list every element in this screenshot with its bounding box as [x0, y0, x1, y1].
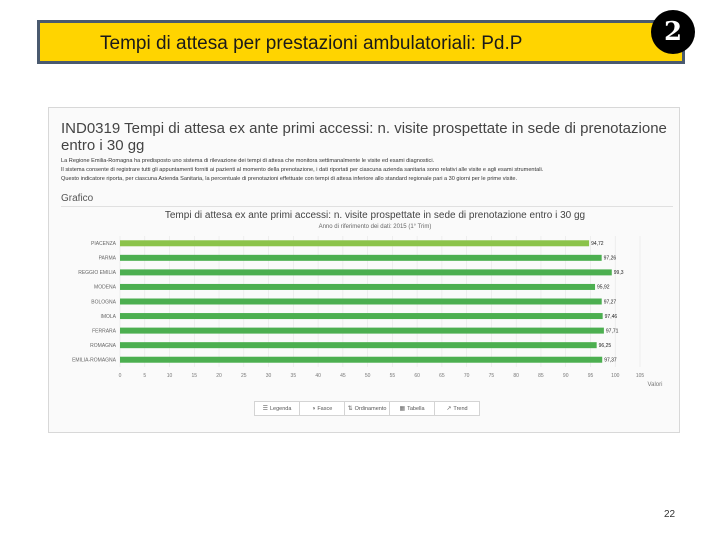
toolbar-bands-button[interactable]: ◑ Fasce: [300, 402, 345, 415]
toolbar-label: Tabella: [407, 405, 425, 412]
toolbar-sort-button[interactable]: ⇅ Ordinamento: [345, 402, 390, 415]
description-line: La Regione Emilia-Romagna ha predisposto…: [61, 158, 435, 164]
divider: [61, 206, 673, 207]
slide-title: Tempi di attesa per prestazioni ambulato…: [100, 33, 523, 54]
toolbar-label: Fasce: [317, 405, 333, 412]
toolbar-label: Trend: [453, 405, 468, 412]
toolbar-label: Ordinamento: [354, 405, 387, 412]
slide-badge: 2: [651, 10, 695, 54]
page-number: 22: [664, 509, 676, 520]
list-icon: ☰: [262, 406, 268, 412]
title-banner: Tempi di attesa per prestazioni ambulato…: [37, 20, 685, 64]
toolbar-table-button[interactable]: ▦ Tabella: [390, 402, 435, 415]
chart-toolbar: ☰ Legenda ◑ Fasce ⇅ Ordinamento ▦ Tabell…: [254, 401, 480, 416]
description-line: Questo indicatore riporta, per ciascuna …: [61, 176, 518, 182]
indicator-title: IND0319 Tempi di attesa ex ante primi ac…: [61, 120, 667, 154]
toolbar-trend-button[interactable]: ↗ Trend: [435, 402, 479, 415]
pie-icon: ◑: [311, 405, 316, 412]
toolbar-legend-button[interactable]: ☰ Legenda: [255, 402, 300, 415]
trend-icon: ↗: [446, 406, 452, 412]
description-line: Il sistema consente di registrare tutti …: [61, 167, 544, 173]
toolbar-label: Legenda: [269, 405, 292, 412]
chart-title: Tempi di attesa ex ante primi accessi: n…: [164, 210, 586, 221]
report-screenshot-frame: [48, 107, 680, 433]
section-label: Grafico: [61, 193, 94, 204]
table-icon: ▦: [399, 406, 406, 412]
sort-icon: ⇅: [347, 406, 353, 412]
chart-subtitle: Anno di riferimento dei dati: 2015 (1° T…: [318, 224, 432, 230]
